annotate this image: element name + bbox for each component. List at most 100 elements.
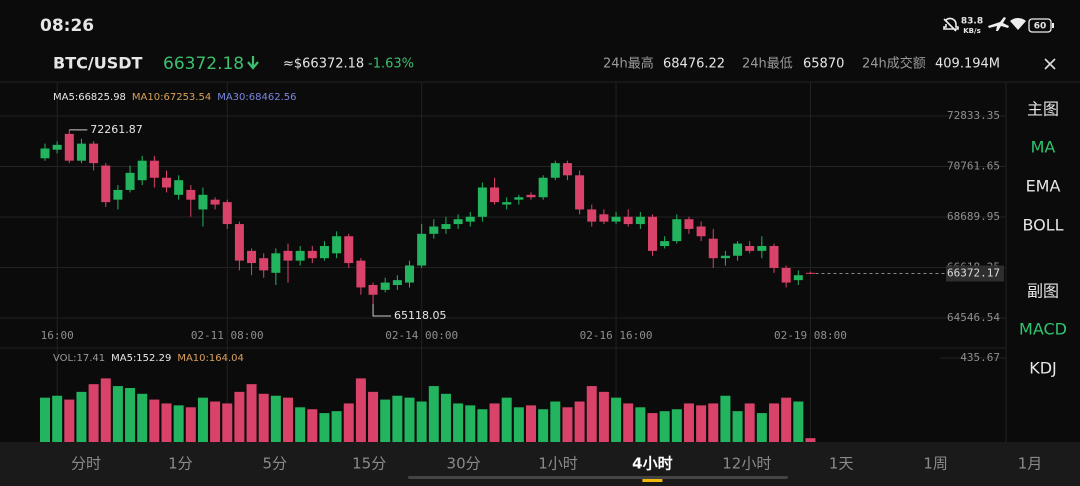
volume-bar xyxy=(465,405,476,442)
candle-body xyxy=(295,250,305,261)
candle-body xyxy=(429,226,439,234)
volume-bar xyxy=(586,386,597,442)
tab[interactable]: 15分 xyxy=(352,455,386,473)
volume-bar xyxy=(501,397,512,442)
tab[interactable]: 1分 xyxy=(168,455,193,473)
candle-body xyxy=(392,280,402,285)
stat-value: 68476.22 xyxy=(663,57,725,72)
candle-body xyxy=(441,224,451,229)
candle-body xyxy=(696,226,706,237)
low-marker-line xyxy=(372,304,392,317)
menu-item[interactable]: KDJ xyxy=(1029,359,1057,378)
volume-bar xyxy=(100,378,111,442)
last-price-label: 66372.17 xyxy=(947,266,1000,279)
tab[interactable]: 1天 xyxy=(829,455,854,473)
net-speed: 83.8 xyxy=(961,17,983,27)
volume-bar xyxy=(793,401,804,442)
legend-item: MA5:152.29 xyxy=(111,353,171,364)
stat-value: 409.194M xyxy=(935,57,1000,72)
battery-level: 60 xyxy=(1034,22,1047,32)
candle-body xyxy=(635,216,645,225)
tab[interactable]: 4小时 xyxy=(632,455,672,473)
tab[interactable]: 1月 xyxy=(1018,455,1043,473)
candle-body xyxy=(259,258,269,271)
volume-bar xyxy=(598,391,609,442)
volume-bar xyxy=(440,393,451,442)
candle-body xyxy=(720,255,730,259)
volume-bar xyxy=(489,403,500,442)
candle-body xyxy=(76,143,86,161)
legend-item: MA5:66825.98 xyxy=(53,92,126,103)
volume-bar xyxy=(76,391,87,442)
y-tick-label: 68689.95 xyxy=(947,210,1000,223)
tab[interactable]: 1小时 xyxy=(538,455,578,473)
tab[interactable]: 30分 xyxy=(447,455,481,473)
volume-bar xyxy=(562,407,573,442)
tab[interactable]: 分时 xyxy=(71,455,101,473)
volume-bar xyxy=(112,386,123,442)
volume-bar xyxy=(258,393,269,442)
price-change: -1.63% xyxy=(368,57,414,72)
candle-body xyxy=(125,172,135,190)
x-tick-label: 02-11 08:00 xyxy=(191,329,264,342)
volume-bar xyxy=(453,403,464,442)
candle-body xyxy=(234,224,244,261)
menu-item[interactable]: MACD xyxy=(1019,320,1067,339)
candle-body xyxy=(514,197,524,200)
y-tick-label: 72833.35 xyxy=(947,109,1000,122)
tab[interactable]: 1周 xyxy=(923,455,948,473)
volume-bar xyxy=(40,397,50,442)
menu-item[interactable]: MA xyxy=(1031,138,1056,157)
volume-bar xyxy=(64,399,75,442)
candle-body xyxy=(575,175,585,210)
candle-body xyxy=(40,148,50,159)
menu-item[interactable]: BOLL xyxy=(1022,216,1063,235)
legend-item: VOL:17.41 xyxy=(53,353,105,364)
candle-body xyxy=(319,246,329,259)
tab[interactable]: 12小时 xyxy=(722,455,771,473)
volume-bar xyxy=(295,407,306,442)
legend-item: MA10:164.04 xyxy=(177,353,244,364)
candle-body xyxy=(672,219,682,242)
x-tick-label: 02-14 00:00 xyxy=(385,329,458,342)
candle-body xyxy=(623,216,633,225)
volume-bar xyxy=(805,438,816,442)
volume-bar xyxy=(319,413,330,442)
volume-bar xyxy=(125,388,136,442)
fiat-price: ≈$66372.18 xyxy=(283,57,364,72)
candle-body xyxy=(477,187,487,217)
candle-body xyxy=(660,241,670,246)
tab-indicator xyxy=(642,479,663,482)
legend-item: MA30:68462.56 xyxy=(217,92,296,103)
stat-label: 24h最高 xyxy=(603,56,654,72)
menu-title: 副图 xyxy=(1027,282,1059,301)
pair-name[interactable]: BTC/USDT xyxy=(53,54,142,73)
menu-item[interactable]: EMA xyxy=(1026,177,1061,196)
x-tick-label: 02-19 08:00 xyxy=(774,329,847,342)
volume-bar xyxy=(331,411,342,442)
volume-bar xyxy=(283,397,293,442)
volume-bar xyxy=(137,393,148,442)
candle-body xyxy=(745,246,755,251)
volume-bar xyxy=(647,413,658,442)
volume-bar xyxy=(355,378,366,442)
legend-item: MA10:67253.54 xyxy=(132,92,211,103)
net-speed-unit: KB/s xyxy=(963,27,980,35)
volume-bar xyxy=(270,395,281,442)
volume-bar xyxy=(368,391,379,442)
candle-body xyxy=(222,202,232,225)
volume-bar xyxy=(380,399,391,442)
candle-body xyxy=(405,265,414,283)
candle-body xyxy=(101,165,111,203)
volume-bar xyxy=(659,411,670,442)
volume-bar xyxy=(52,395,63,442)
candle-body xyxy=(757,246,767,251)
tab[interactable]: 5分 xyxy=(263,455,288,473)
candle-body xyxy=(769,246,779,268)
volume-bar xyxy=(744,403,755,442)
volume-bar xyxy=(623,403,634,442)
volume-bar xyxy=(756,413,767,442)
close-button[interactable] xyxy=(1044,58,1056,70)
